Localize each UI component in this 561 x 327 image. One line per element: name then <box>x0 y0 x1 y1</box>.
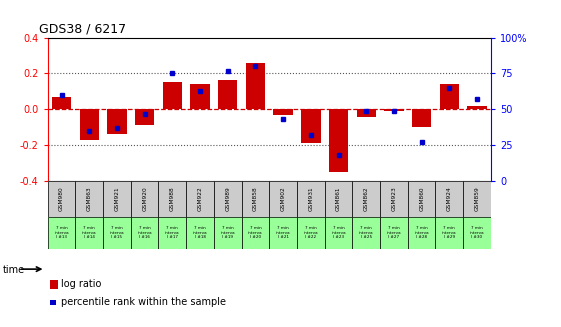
Text: GSM920: GSM920 <box>142 187 147 211</box>
Bar <box>352 181 380 217</box>
Bar <box>352 217 380 249</box>
Bar <box>131 217 158 249</box>
Bar <box>52 97 71 109</box>
Bar <box>135 109 154 126</box>
Text: 7 min
interva
l #15: 7 min interva l #15 <box>109 226 124 239</box>
Bar <box>242 217 269 249</box>
Bar <box>163 82 182 109</box>
Bar <box>214 217 242 249</box>
Bar <box>297 181 325 217</box>
Bar <box>440 84 459 109</box>
Text: percentile rank within the sample: percentile rank within the sample <box>61 298 226 307</box>
Text: 7 min
interva
l #28: 7 min interva l #28 <box>415 226 429 239</box>
Text: log ratio: log ratio <box>61 280 101 289</box>
Text: GSM859: GSM859 <box>475 187 480 211</box>
Bar <box>329 109 348 172</box>
Bar <box>384 109 403 111</box>
Text: GSM860: GSM860 <box>419 187 424 211</box>
Bar <box>380 217 408 249</box>
Text: 7 min
interva
l #16: 7 min interva l #16 <box>137 226 152 239</box>
Bar <box>131 181 158 217</box>
Text: GSM980: GSM980 <box>59 187 64 211</box>
Bar <box>325 217 352 249</box>
Bar <box>214 181 242 217</box>
Text: 7 min
interva
l #25: 7 min interva l #25 <box>359 226 374 239</box>
Bar <box>159 181 186 217</box>
Text: GSM922: GSM922 <box>197 187 203 211</box>
Text: 7 min
interva
l #29: 7 min interva l #29 <box>442 226 457 239</box>
Text: GDS38 / 6217: GDS38 / 6217 <box>39 22 126 35</box>
Text: 7 min
interva
l #27: 7 min interva l #27 <box>387 226 401 239</box>
Bar <box>463 217 491 249</box>
Bar <box>412 109 431 127</box>
Bar <box>269 181 297 217</box>
Bar <box>380 181 408 217</box>
Bar <box>435 217 463 249</box>
Text: 7 min
interva
l #21: 7 min interva l #21 <box>276 226 291 239</box>
Text: GSM902: GSM902 <box>280 187 286 211</box>
Text: time: time <box>3 265 25 275</box>
Bar <box>75 181 103 217</box>
Text: 7 min
interva
l #19: 7 min interva l #19 <box>220 226 235 239</box>
Text: GSM989: GSM989 <box>225 187 230 211</box>
Bar <box>467 106 487 109</box>
Text: 7 min
interva
l #20: 7 min interva l #20 <box>248 226 263 239</box>
Bar <box>80 109 99 140</box>
Bar <box>408 217 435 249</box>
Text: 7 min
interva
l #22: 7 min interva l #22 <box>304 226 318 239</box>
Bar <box>48 181 75 217</box>
Bar <box>463 181 491 217</box>
Bar <box>48 217 75 249</box>
Text: GSM931: GSM931 <box>309 187 314 211</box>
Bar <box>103 181 131 217</box>
Text: 7 min
interva
l #14: 7 min interva l #14 <box>82 226 96 239</box>
Bar <box>103 217 131 249</box>
Text: GSM924: GSM924 <box>447 187 452 211</box>
Bar <box>159 217 186 249</box>
Bar <box>246 63 265 109</box>
Text: GSM988: GSM988 <box>170 187 175 211</box>
Bar <box>435 181 463 217</box>
Bar <box>325 181 352 217</box>
Bar <box>190 84 210 109</box>
Text: 7 min
interva
l #17: 7 min interva l #17 <box>165 226 180 239</box>
Text: 7 min
interva
l #23: 7 min interva l #23 <box>331 226 346 239</box>
Bar <box>273 109 293 115</box>
Bar <box>75 217 103 249</box>
Text: GSM858: GSM858 <box>253 187 258 211</box>
Bar <box>107 109 127 134</box>
Text: GSM863: GSM863 <box>87 187 92 211</box>
Bar <box>186 217 214 249</box>
Bar <box>186 181 214 217</box>
Text: 7 min
interva
l #30: 7 min interva l #30 <box>470 226 484 239</box>
Bar <box>301 109 320 144</box>
Bar <box>357 109 376 116</box>
Bar <box>297 217 325 249</box>
Text: 7 min
interva
l #13: 7 min interva l #13 <box>54 226 69 239</box>
Text: GSM861: GSM861 <box>336 187 341 211</box>
Text: GSM921: GSM921 <box>114 187 119 211</box>
Text: GSM923: GSM923 <box>392 187 397 211</box>
Bar <box>269 217 297 249</box>
Text: 7 min
interva
l #18: 7 min interva l #18 <box>193 226 208 239</box>
Bar <box>408 181 435 217</box>
Bar <box>218 80 237 109</box>
Text: GSM862: GSM862 <box>364 187 369 211</box>
Bar <box>242 181 269 217</box>
